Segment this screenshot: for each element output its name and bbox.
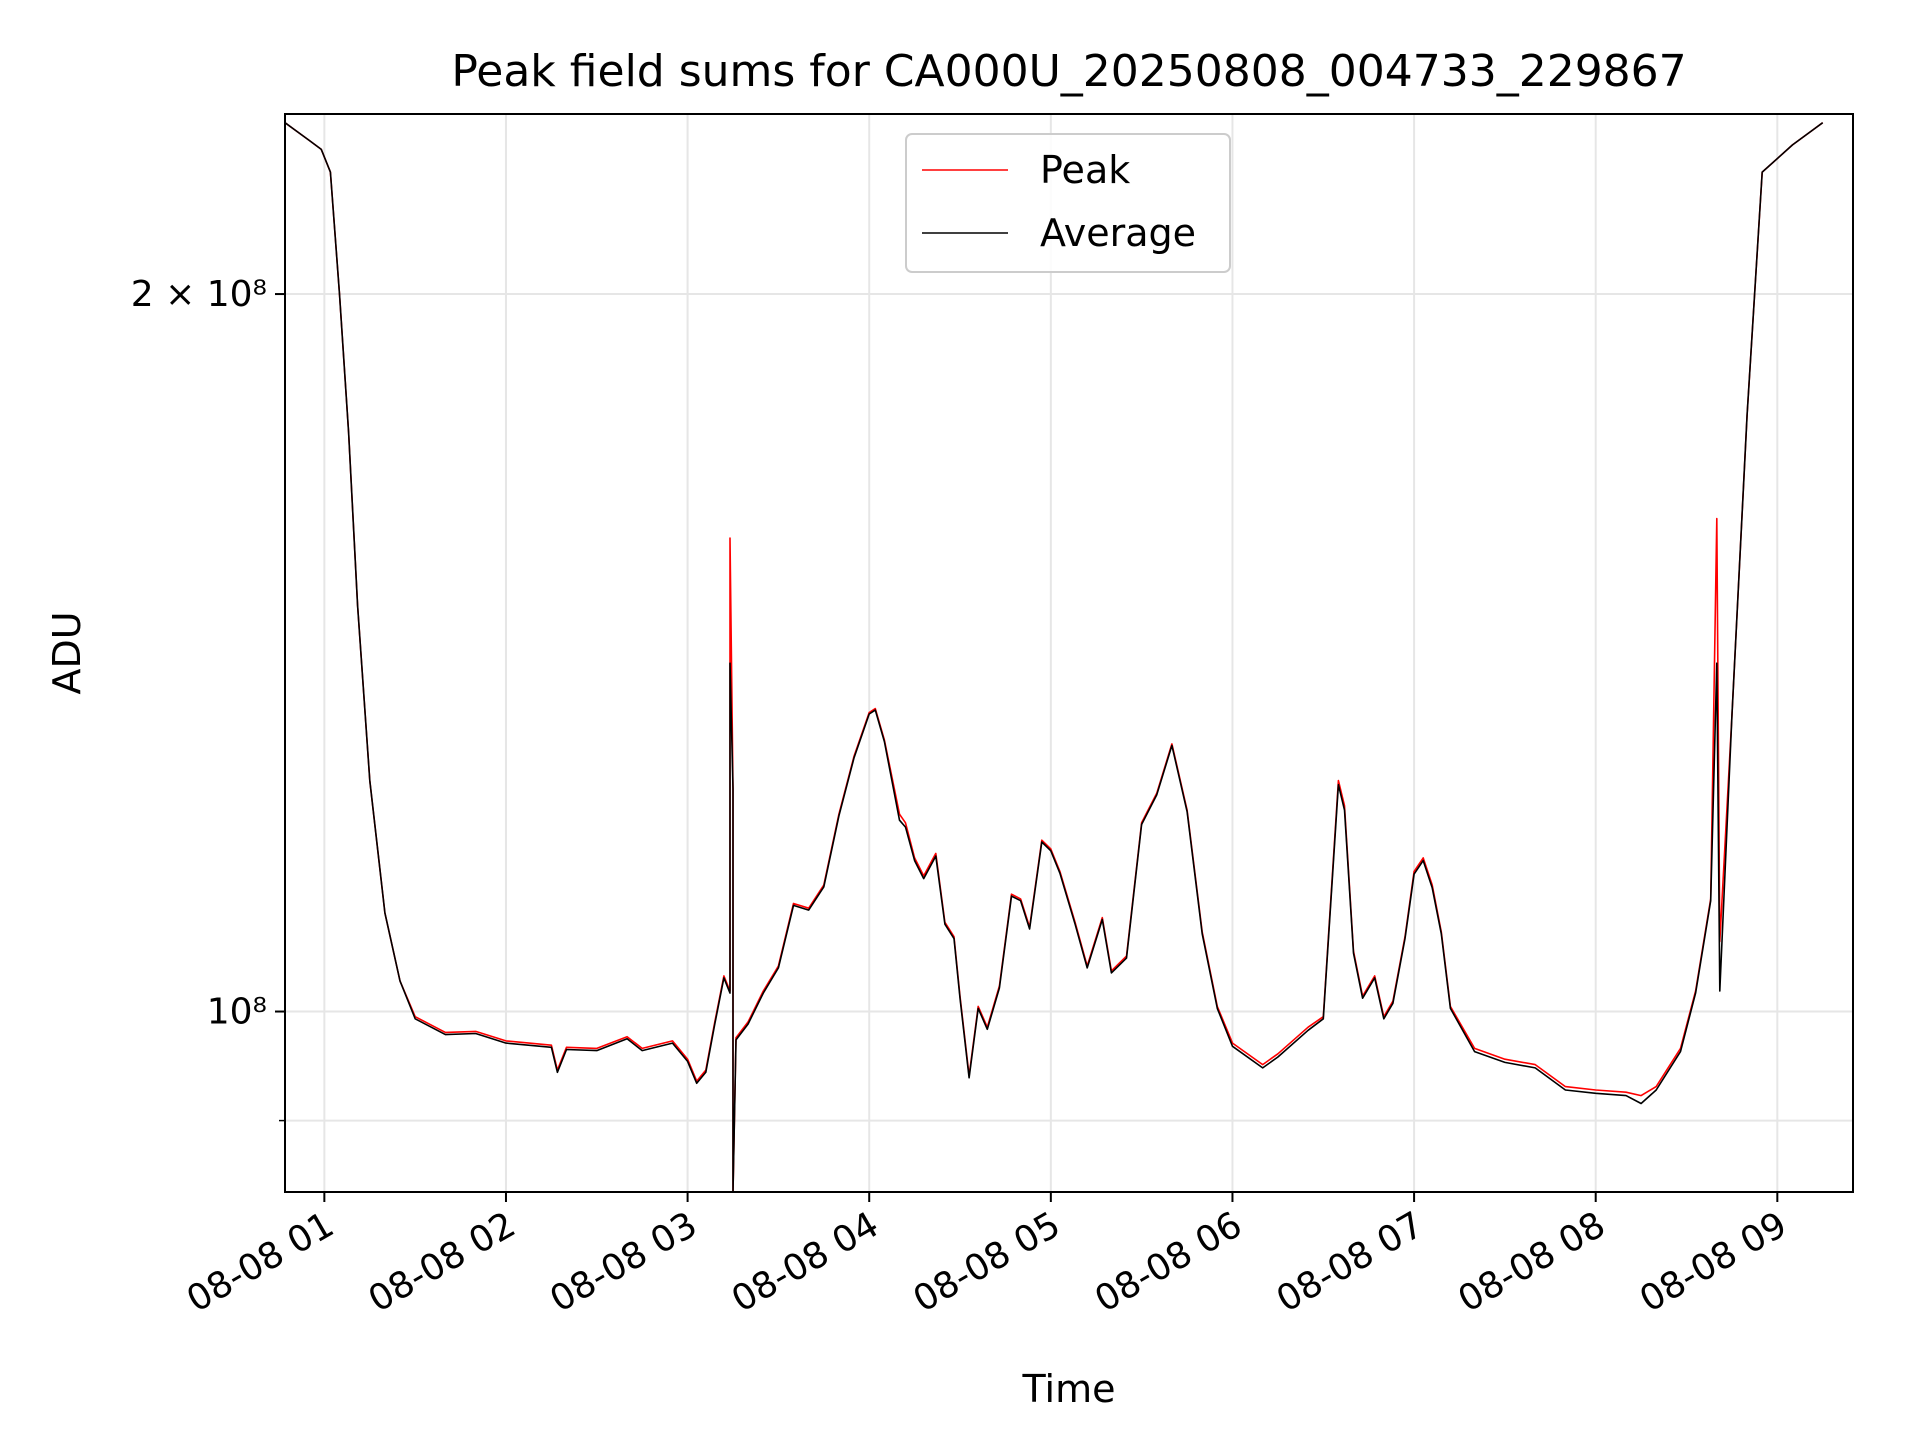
y-axis: 2 × 10⁸ 10⁸ <box>131 274 285 1122</box>
legend-label-peak: Peak <box>1040 148 1130 192</box>
plot-frame <box>284 113 1854 1193</box>
legend-box <box>905 133 1231 273</box>
grid-lines <box>285 114 1853 1192</box>
series-line-average <box>284 122 1824 1193</box>
chart-title: Peak field sums for CA000U_20250808_0047… <box>451 46 1686 97</box>
y-tick-label: 10⁸ <box>207 992 267 1033</box>
series-layer <box>284 122 1824 1193</box>
legend: Peak Average <box>905 133 1231 273</box>
x-axis-label: Time <box>1022 1367 1116 1411</box>
y-axis-label: ADU <box>45 611 89 694</box>
y-tick-label: 2 × 10⁸ <box>131 274 267 315</box>
legend-label-average: Average <box>1040 211 1196 255</box>
